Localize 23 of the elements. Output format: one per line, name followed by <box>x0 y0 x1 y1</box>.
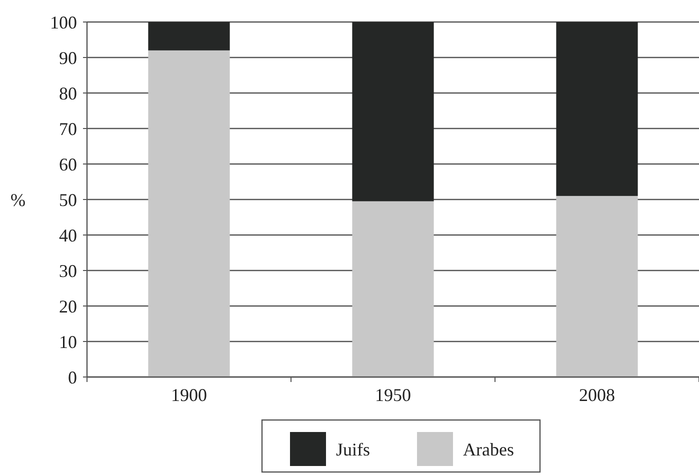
y-tick-label: 70 <box>59 118 77 139</box>
y-tick-label: 20 <box>59 296 77 316</box>
y-tick-label: 90 <box>59 48 77 68</box>
x-tick-label: 1900 <box>171 385 207 405</box>
legend-label: Juifs <box>336 439 370 460</box>
y-tick-label: 50 <box>59 190 77 210</box>
y-tick-label: 100 <box>50 12 77 32</box>
bar <box>148 50 230 377</box>
y-tick-label: 30 <box>59 260 77 281</box>
legend-label: Arabes <box>463 439 514 460</box>
y-tick-label: 60 <box>59 154 77 174</box>
x-tick-label: 2008 <box>579 385 615 405</box>
bar <box>148 22 230 50</box>
bar <box>352 201 434 377</box>
y-axis-title: % <box>10 190 26 210</box>
y-tick-label: 0 <box>68 367 77 388</box>
bar <box>556 22 638 196</box>
bar <box>352 22 434 202</box>
bar <box>556 196 638 377</box>
y-tick-label: 40 <box>59 225 77 246</box>
y-tick-label: 10 <box>59 332 77 352</box>
x-tick-label: 1950 <box>375 385 411 405</box>
y-tick-label: 80 <box>59 83 77 104</box>
